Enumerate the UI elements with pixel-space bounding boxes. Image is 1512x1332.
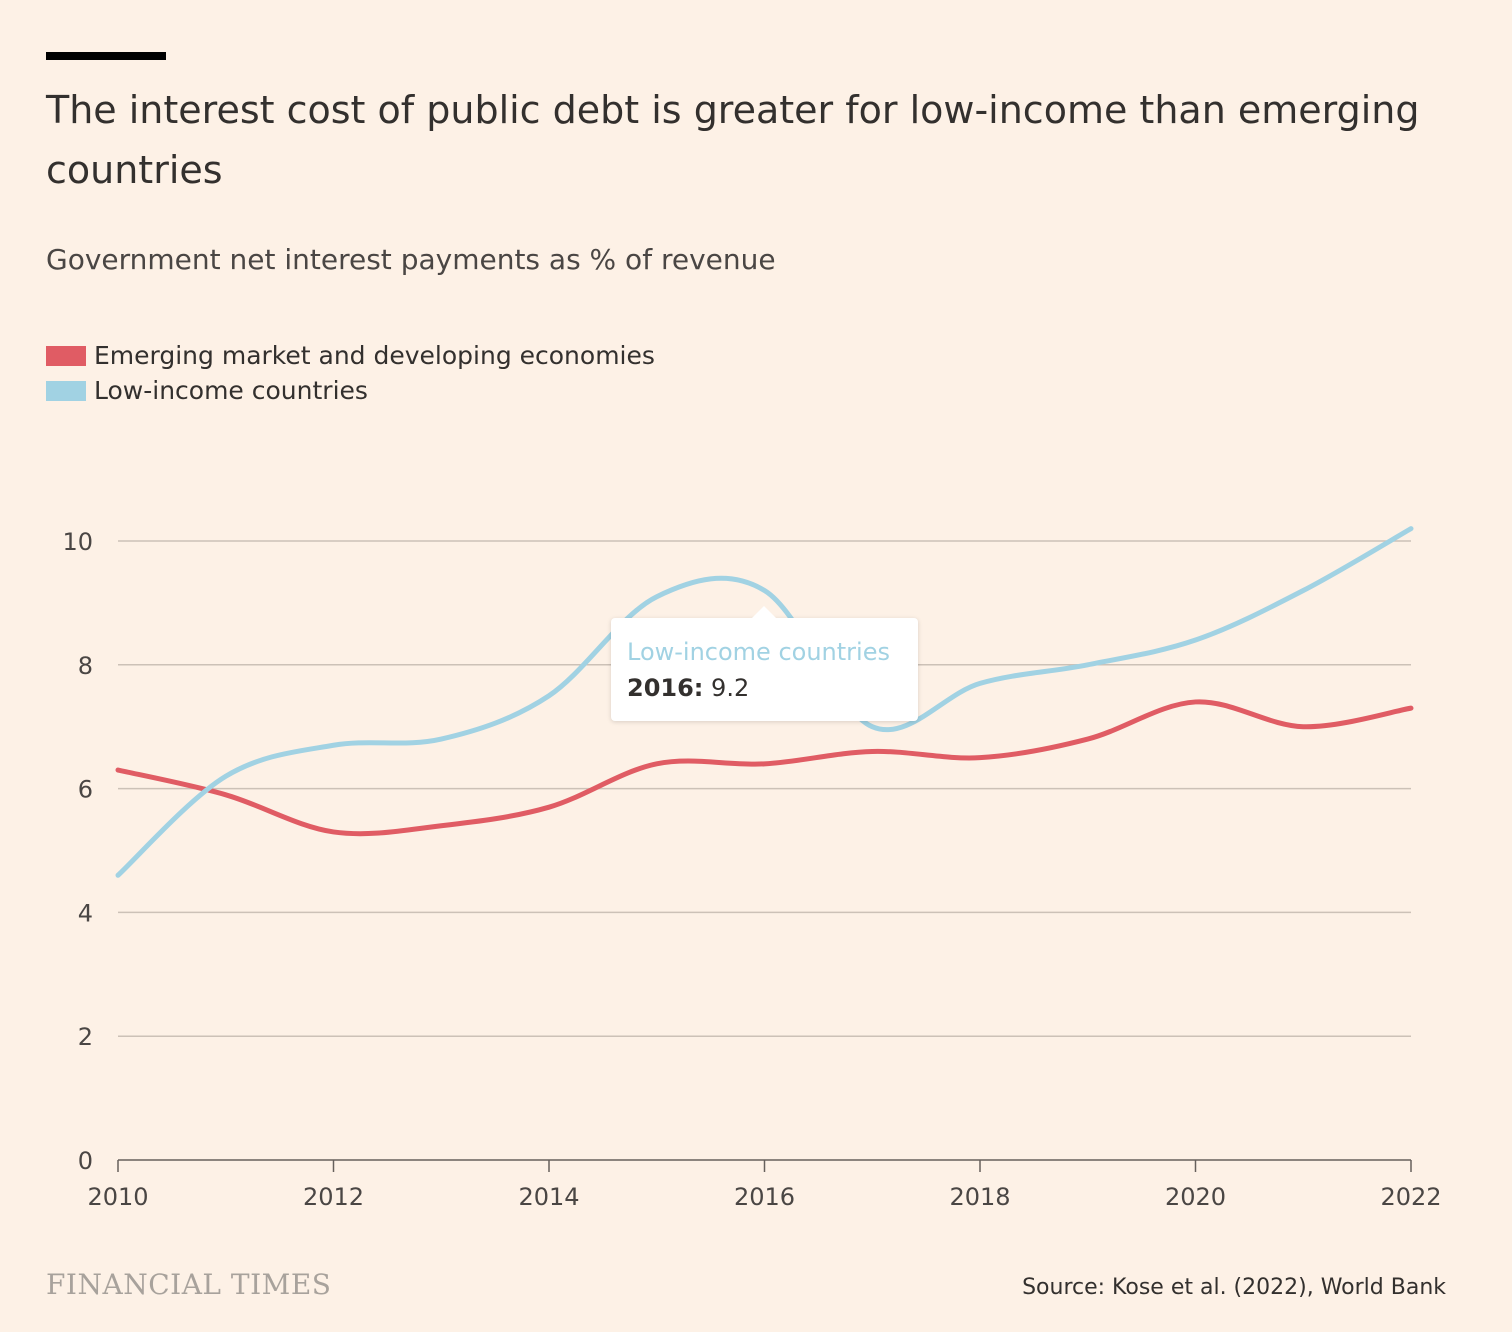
y-tick-label: 0 <box>78 1147 93 1175</box>
chart-title: The interest cost of public debt is grea… <box>46 88 1420 192</box>
x-tick-label: 2012 <box>303 1183 364 1211</box>
legend-swatch-low-income <box>46 380 86 401</box>
legend-label-emerging: Emerging market and developing economies <box>94 341 655 370</box>
y-tick-label: 2 <box>78 1023 93 1051</box>
legend-swatch-emerging <box>46 345 86 366</box>
x-tick-label: 2022 <box>1380 1183 1441 1211</box>
y-tick-label: 4 <box>78 899 93 927</box>
series-line-low-income[interactable] <box>115 526 1414 878</box>
tooltip: Low-income countries 2016: 9.2 <box>611 606 918 721</box>
y-tick-label: 10 <box>62 528 93 556</box>
tooltip-year: 2016: <box>627 674 704 702</box>
series-lines <box>115 526 1414 878</box>
legend-item-emerging[interactable]: Emerging market and developing economies <box>46 338 655 373</box>
y-tick-label: 6 <box>78 776 93 804</box>
ft-logo: FINANCIAL TIMES <box>46 1268 332 1301</box>
x-tick-label: 2018 <box>949 1183 1010 1211</box>
tooltip-arrow <box>752 606 776 618</box>
x-axis: 2010 2012 2014 2016 2018 2020 2022 <box>87 1159 1442 1211</box>
y-tick-label: 8 <box>78 652 93 680</box>
series-line-emerging[interactable] <box>115 699 1414 837</box>
x-tick-label: 2020 <box>1165 1183 1226 1211</box>
source-note: Source: Kose et al. (2022), World Bank <box>1022 1275 1446 1300</box>
legend: Emerging market and developing economies… <box>46 338 655 408</box>
x-tick-label: 2016 <box>734 1183 795 1211</box>
legend-label-low-income: Low-income countries <box>94 376 368 405</box>
top-accent-bar <box>46 52 166 60</box>
x-tick-label: 2010 <box>87 1183 148 1211</box>
chart-subtitle: Government net interest payments as % of… <box>46 243 776 276</box>
tooltip-value-row: 2016: 9.2 <box>627 674 749 702</box>
tooltip-series-name: Low-income countries <box>627 638 890 666</box>
tooltip-value: 9.2 <box>711 674 750 702</box>
x-tick-label: 2014 <box>518 1183 579 1211</box>
legend-item-low-income[interactable]: Low-income countries <box>46 373 655 408</box>
